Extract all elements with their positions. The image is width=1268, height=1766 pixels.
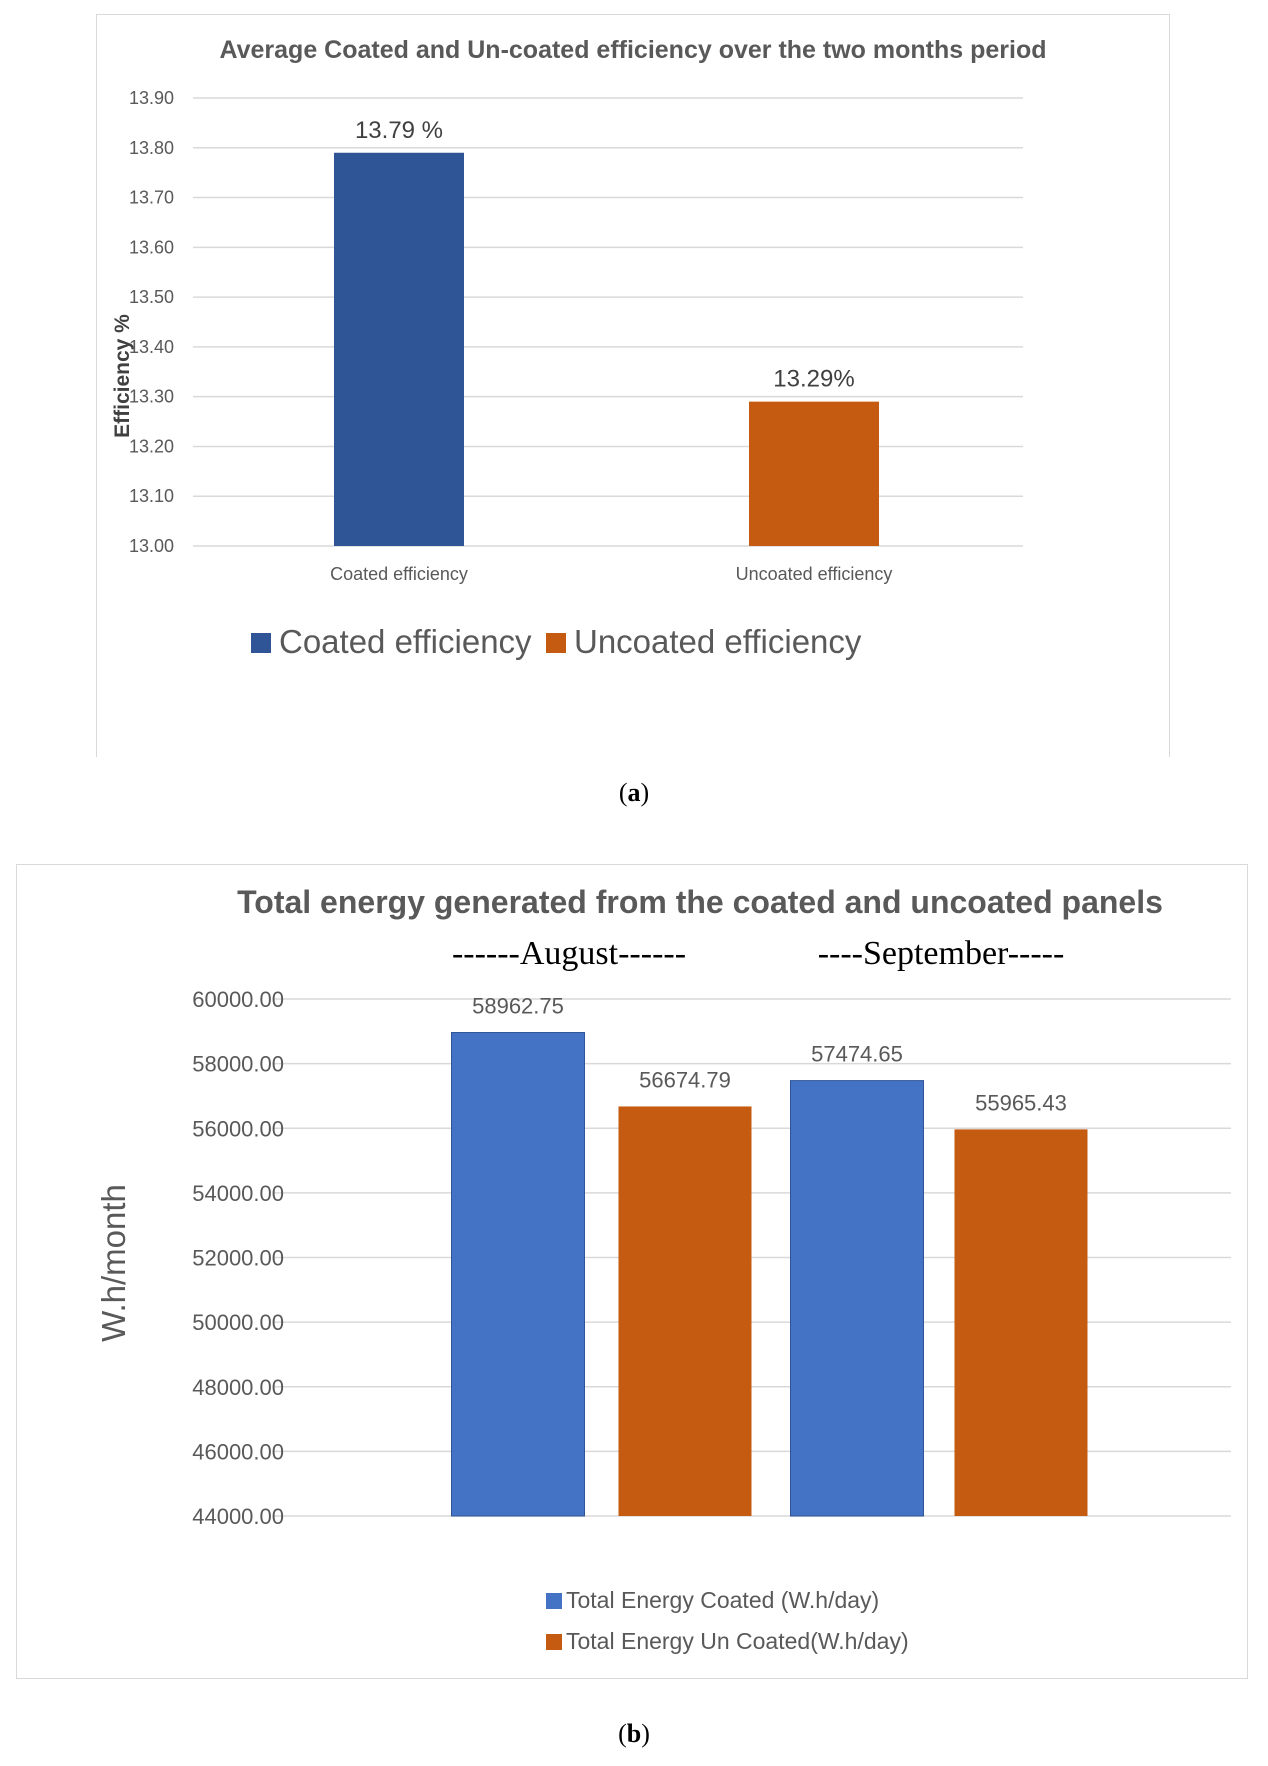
x-tick-label: Uncoated efficiency xyxy=(736,564,893,584)
chart-a-svg: Average Coated and Un-coated efficiency … xyxy=(111,36,1047,660)
legend-swatch xyxy=(546,1634,562,1650)
y-tick-label: 13.10 xyxy=(129,486,174,506)
y-tick-label: 13.50 xyxy=(129,287,174,307)
data-label: 55965.43 xyxy=(975,1090,1067,1115)
y-tick-label: 13.00 xyxy=(129,536,174,556)
bar-coated-august xyxy=(451,1032,585,1517)
chart-b: Total energy generated from the coated a… xyxy=(16,864,1248,1679)
chart-b-y-axis-label: W.h/month xyxy=(95,1184,132,1342)
y-tick-label: 50000.00 xyxy=(192,1310,284,1335)
legend-swatch xyxy=(546,1593,562,1609)
data-label: 13.79 % xyxy=(355,117,443,144)
y-tick-label: 56000.00 xyxy=(192,1116,284,1141)
caption-a-open: ( xyxy=(618,778,628,807)
group-label-august: ------August------ xyxy=(452,935,686,972)
y-tick-label: 54000.00 xyxy=(192,1181,284,1206)
chart-b-title: Total energy generated from the coated a… xyxy=(237,884,1163,920)
bar-uncoated-september xyxy=(954,1129,1088,1516)
caption-a-letter: a xyxy=(627,778,641,807)
caption-b: (b) xyxy=(0,1719,1268,1749)
y-tick-label: 13.80 xyxy=(129,138,174,158)
bar-uncoated-august xyxy=(618,1106,752,1516)
y-tick-label: 13.30 xyxy=(129,387,174,407)
caption-a: (a) xyxy=(0,778,1268,808)
legend-swatch xyxy=(251,633,271,653)
y-tick-label: 46000.00 xyxy=(192,1439,284,1464)
y-tick-label: 13.40 xyxy=(129,337,174,357)
x-tick-label: Coated efficiency xyxy=(330,564,468,584)
legend-label: Uncoated efficiency xyxy=(574,623,862,660)
bar-coated-efficiency xyxy=(334,152,464,546)
y-tick-label: 13.20 xyxy=(129,436,174,456)
legend-label: Coated efficiency xyxy=(279,623,532,660)
data-label: 58962.75 xyxy=(472,994,564,1019)
chart-a-y-axis-label: Efficiency % xyxy=(111,314,134,438)
caption-b-open: ( xyxy=(618,1719,627,1748)
y-tick-label: 60000.00 xyxy=(192,987,284,1012)
bar-coated-september xyxy=(790,1080,924,1517)
data-label: 13.29% xyxy=(773,366,854,393)
caption-b-letter: b xyxy=(626,1719,642,1748)
caption-a-close: ) xyxy=(640,778,650,807)
legend-label: Total Energy Coated (W.h/day) xyxy=(566,1587,879,1613)
y-tick-label: 58000.00 xyxy=(192,1052,284,1077)
y-tick-label: 52000.00 xyxy=(192,1246,284,1271)
y-tick-label: 13.90 xyxy=(129,88,174,108)
chart-a: Average Coated and Un-coated efficiency … xyxy=(96,14,1170,757)
y-tick-label: 13.60 xyxy=(129,237,174,257)
chart-a-title: Average Coated and Un-coated efficiency … xyxy=(219,36,1046,64)
caption-b-close: ) xyxy=(641,1719,650,1748)
chart-b-svg: Total energy generated from the coated a… xyxy=(95,884,1231,1654)
legend-label: Total Energy Un Coated(W.h/day) xyxy=(566,1628,909,1654)
bar-uncoated-efficiency xyxy=(749,401,879,546)
group-label-september: ----September----- xyxy=(818,935,1065,972)
y-tick-label: 48000.00 xyxy=(192,1375,284,1400)
data-label: 57474.65 xyxy=(811,1042,903,1067)
y-tick-label: 44000.00 xyxy=(192,1504,284,1529)
legend-swatch xyxy=(546,633,566,653)
data-label: 56674.79 xyxy=(639,1067,731,1092)
y-tick-label: 13.70 xyxy=(129,188,174,208)
